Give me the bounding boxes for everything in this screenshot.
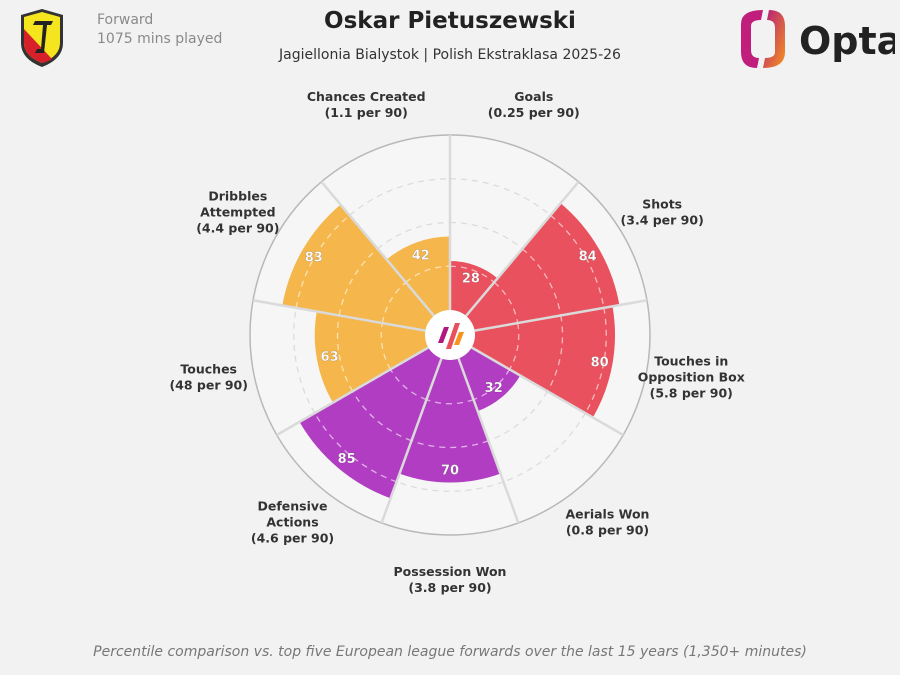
grid-ring xyxy=(352,390,412,442)
category-name: Touches xyxy=(180,362,237,377)
category-per90: (3.8 per 90) xyxy=(408,580,491,595)
grid-ring xyxy=(426,398,474,405)
grid-ring xyxy=(473,369,511,401)
opta-logo: Opta xyxy=(741,10,895,68)
grid-ring xyxy=(550,214,605,308)
grid-ring xyxy=(508,322,520,370)
grid-ring xyxy=(493,281,519,324)
minutes-played: 1075 mins played xyxy=(97,31,223,47)
spoke xyxy=(380,358,443,524)
center-hole xyxy=(425,310,475,360)
category-per90: (3.4 per 90) xyxy=(621,213,704,228)
value-label: 83 xyxy=(305,250,323,265)
category-per90: (1.1 per 90) xyxy=(325,105,408,120)
wedge-touches-in-opposition-box xyxy=(471,306,615,418)
grid-ring xyxy=(584,307,607,414)
grid-ring xyxy=(546,315,564,392)
value-label: 84 xyxy=(579,250,597,265)
spoke xyxy=(471,346,624,437)
category-per90: (5.8 per 90) xyxy=(650,386,733,401)
category-name: Shots xyxy=(642,197,682,212)
category-name: Dribbles xyxy=(208,189,267,204)
category-per90: (0.25 per 90) xyxy=(488,105,580,120)
grid-ring xyxy=(293,307,316,414)
category-name: Attempted xyxy=(200,205,275,220)
grid-ring xyxy=(521,248,562,316)
club-crest-icon xyxy=(21,9,63,67)
grid-ring xyxy=(295,214,350,308)
category-label: Defensive Actions (4.6 per 90) xyxy=(251,499,334,546)
grid-ring xyxy=(389,369,427,401)
grid-ring xyxy=(449,221,523,250)
grid-ring xyxy=(377,221,451,250)
footnote: Percentile comparison vs. top five Europ… xyxy=(93,644,807,660)
grid-ring xyxy=(405,265,451,283)
svg-text:Opta: Opta xyxy=(799,19,895,63)
spoke xyxy=(252,299,426,332)
category-label: Touches in Opposition Box (5.8 per 90) xyxy=(638,354,745,401)
wedge-chances-created xyxy=(386,236,450,316)
category-label: Possession Won (3.8 per 90) xyxy=(394,564,507,595)
category-name: Chances Created xyxy=(307,89,426,104)
wedge-aerials-won xyxy=(458,347,521,412)
grid-ring xyxy=(411,440,489,449)
center-logo-icon xyxy=(438,323,464,349)
category-name: Aerials Won xyxy=(566,507,650,522)
grid-ring xyxy=(336,315,354,392)
value-label: 42 xyxy=(412,249,430,264)
value-label: 63 xyxy=(321,350,339,365)
grid-ring xyxy=(380,322,392,370)
category-name: Actions xyxy=(266,515,318,530)
wedge-shots xyxy=(466,203,620,331)
value-label: 70 xyxy=(441,464,459,479)
category-label: Shots (3.4 per 90) xyxy=(621,197,704,228)
wedge-defensive-actions xyxy=(299,347,442,499)
category-name: Defensive xyxy=(258,499,328,514)
category-name: Possession Won xyxy=(394,564,507,579)
page-subtitle: Jagiellonia Bialystok | Polish Ekstrakla… xyxy=(279,47,621,63)
page-title: Oskar Pietuszewski xyxy=(324,8,576,34)
value-label: 28 xyxy=(462,272,480,287)
category-name: Touches in xyxy=(654,354,728,369)
category-label: Aerials Won (0.8 per 90) xyxy=(566,507,650,538)
grid-ring xyxy=(314,412,397,483)
category-label: Chances Created (1.1 per 90) xyxy=(307,89,426,120)
spoke xyxy=(474,299,648,332)
spoke xyxy=(320,180,435,317)
spoke xyxy=(276,346,429,437)
value-label: 32 xyxy=(485,381,503,396)
grid-ring xyxy=(381,281,407,324)
wedge-touches xyxy=(314,311,429,403)
wedge-dribbles-attempted xyxy=(282,204,434,331)
wedge-goals xyxy=(450,261,498,316)
value-label: 80 xyxy=(591,355,609,370)
grid-ring xyxy=(488,390,548,442)
player-position: Forward xyxy=(97,12,154,28)
grid-ring xyxy=(449,178,551,216)
spoke xyxy=(457,358,520,524)
category-per90: (4.4 per 90) xyxy=(196,221,279,236)
category-label: Touches (48 per 90) xyxy=(169,362,248,393)
value-label: 85 xyxy=(338,452,356,467)
category-per90: (4.6 per 90) xyxy=(251,531,334,546)
category-label: Goals (0.25 per 90) xyxy=(488,89,580,120)
category-label: Dribbles Attempted (4.4 per 90) xyxy=(196,189,279,236)
category-name: Opposition Box xyxy=(638,370,745,385)
grid-ring xyxy=(503,412,586,483)
category-per90: (0.8 per 90) xyxy=(566,523,649,538)
spoke xyxy=(465,180,580,317)
grid-ring xyxy=(396,481,504,492)
category-per90: (48 per 90) xyxy=(169,378,248,393)
grid-ring xyxy=(349,178,451,216)
category-name: Goals xyxy=(514,89,553,104)
wedge-possession-won xyxy=(399,358,501,483)
grid-ring xyxy=(338,248,379,316)
grid-ring xyxy=(449,265,495,283)
